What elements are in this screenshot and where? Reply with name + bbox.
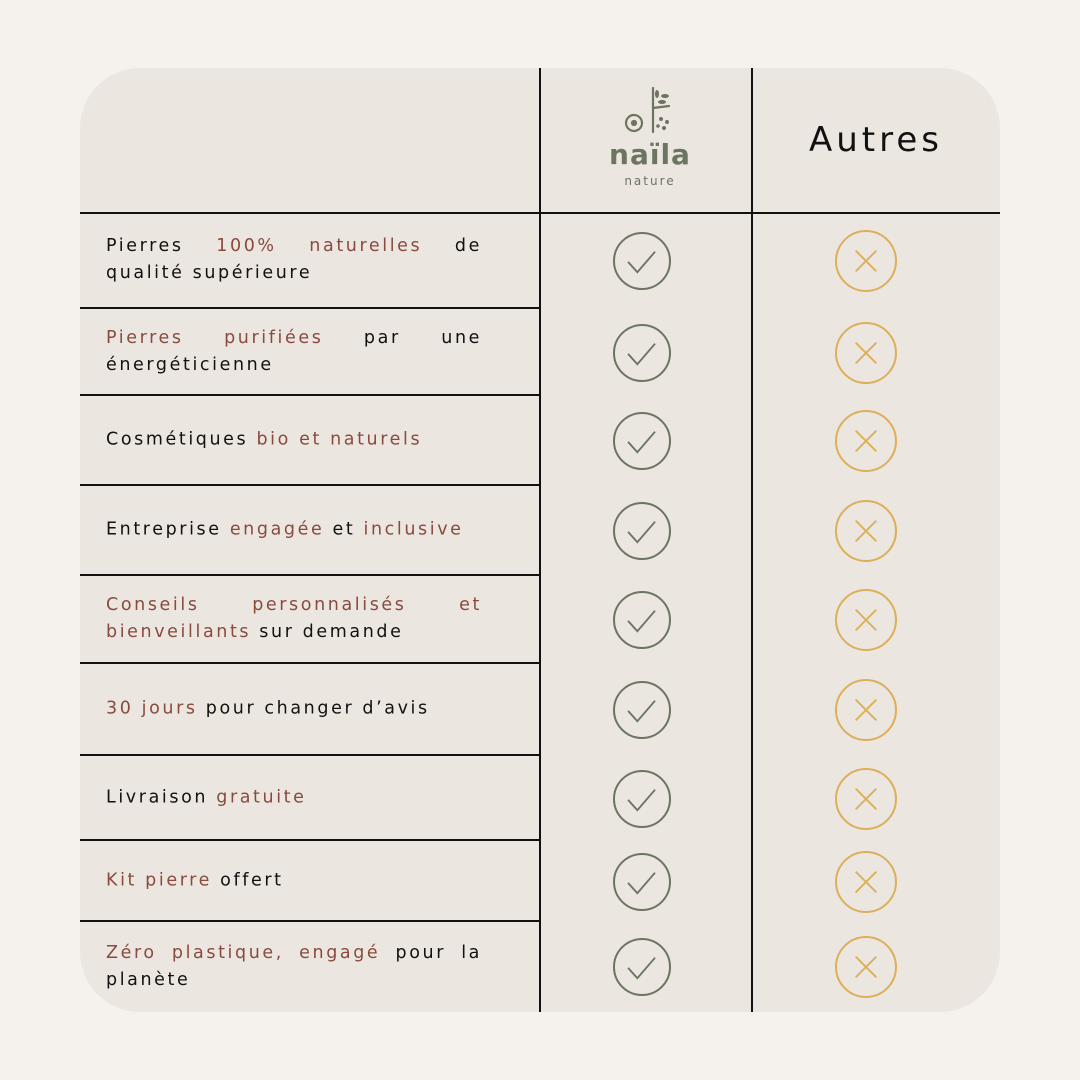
table-row: Pierres 100% naturelles de qualité supér… [80,213,540,309]
feature-text: Cosmétiques [106,429,257,450]
column-divider [751,68,753,1012]
check-icon [613,502,671,560]
cross-icon [835,850,897,913]
check-icon [613,681,671,739]
table-row: Entreprise engagée et inclusive [80,486,540,576]
cross-icon [835,767,897,830]
feature-highlight: engagée [229,519,325,540]
feature-highlight: 100% naturelles [216,236,423,256]
feature-highlight: Pierres purifiées [106,327,324,348]
check-icon [613,412,671,470]
check-icon [613,769,671,828]
feature-highlight: inclusive [363,519,464,540]
feature-highlight: gratuite [216,787,307,807]
table-row: Livraison gratuite [80,756,540,841]
feature-label: Kit pierre offert [106,867,482,894]
table-row: Zéro plastique, engagé pour la planète [80,922,540,1012]
feature-highlight: Zéro plastique, engagé [106,943,381,963]
table-row: 30 jours pour changer d’avis [80,664,540,756]
table-row: Pierres purifiées par une énergéticienne [80,309,540,396]
feature-label: Livraison gratuite [106,784,482,811]
feature-text: par une énergéticienne [106,327,483,375]
feature-highlight: Conseils personnalisés et bienveillants [106,595,482,642]
feature-text: offert [211,870,284,890]
cross-icon [835,589,897,651]
cross-icon [835,230,897,292]
feature-label: Cosmétiques bio et naturels [106,427,482,454]
feature-label: 30 jours pour changer d’avis [106,696,482,723]
cross-icon [835,410,897,472]
check-icon [613,232,671,290]
comparison-table: naïla nature Autres Pierres 100% naturel… [80,68,1000,1012]
feature-text: et [324,519,364,540]
brand-sub: nature [624,174,675,188]
feature-highlight: Kit pierre [106,870,212,890]
table-row: Cosmétiques bio et naturels [80,396,540,486]
feature-label: Zéro plastique, engagé pour la planète [106,940,482,994]
feature-label: Entreprise engagée et inclusive [106,517,482,544]
brand-name: naïla [609,138,691,171]
naila-nature-logo: naïla nature [570,86,730,196]
feature-text: sur demande [251,622,404,642]
table-row: Conseils personnalisés et bienveillants … [80,576,540,664]
feature-text: pour la planète [106,943,482,990]
table-row: Kit pierre offert [80,841,540,922]
column-divider [539,68,541,1012]
check-icon [613,938,671,996]
feature-label: Pierres 100% naturelles de qualité supér… [106,233,482,287]
check-icon [613,591,671,649]
cross-icon [835,936,897,998]
feature-text: Entreprise [106,519,230,540]
cross-icon [835,321,897,384]
feature-text: pour changer d’avis [197,698,430,719]
feature-highlight: bio et naturels [256,429,423,450]
feature-text: Pierres [106,236,217,256]
check-icon [613,323,671,382]
check-icon [613,852,671,911]
cross-icon [835,679,897,741]
feature-label: Pierres purifiées par une énergéticienne [106,325,482,379]
cross-icon [835,500,897,562]
competitor-header: Autres [808,120,943,160]
header-divider [80,212,1000,214]
feature-label: Conseils personnalisés et bienveillants … [106,592,482,646]
feature-text: de qualité supérieure [106,236,482,283]
feature-highlight: 30 jours [106,698,198,719]
feature-text: Livraison [106,787,217,807]
